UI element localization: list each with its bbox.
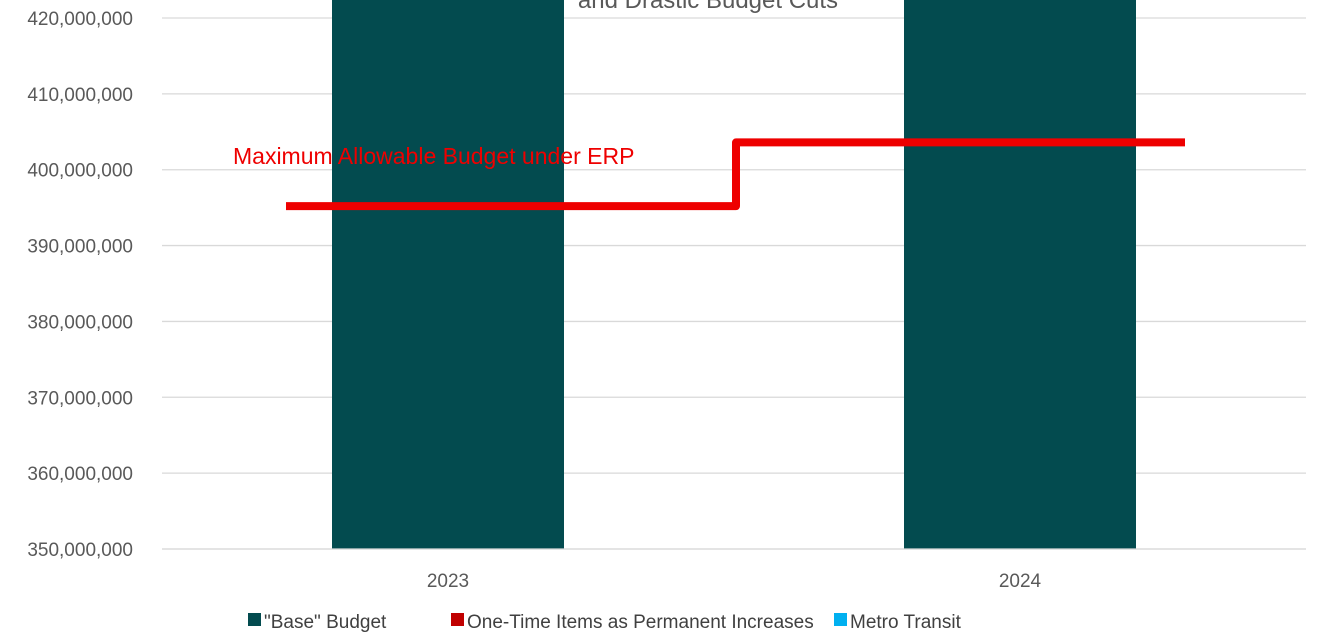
bar-segment	[332, 0, 564, 549]
bar-segment	[904, 0, 1136, 549]
x-tick-label: 2023	[427, 571, 469, 592]
y-tick-label: 370,000,000	[27, 388, 133, 409]
y-tick-label: 410,000,000	[27, 85, 133, 106]
y-tick-label: 350,000,000	[27, 540, 133, 561]
y-tick-label: 390,000,000	[27, 237, 133, 258]
legend-swatch	[451, 613, 464, 626]
y-tick-label: 420,000,000	[27, 9, 133, 30]
erp-limit-label: Maximum Allowable Budget under ERP	[233, 143, 634, 169]
annotation: Maximum Allowable Budget under ERP	[233, 138, 1185, 211]
legend-swatch	[248, 613, 261, 626]
legend-swatch	[834, 613, 847, 626]
legend: "Base" Budget One-Time Items as Permanent…	[248, 612, 962, 633]
y-tick-label: 400,000,000	[27, 161, 133, 182]
legend-entry: "Base" Budget	[264, 612, 387, 633]
chart-title: and Drastic Budget Cuts	[578, 0, 838, 14]
x-axis: 2023 2024	[162, 548, 1306, 592]
y-axis: 350,000,000 360,000,000 370,000,000 380,000…	[27, 9, 133, 561]
legend-entry: Metro Transit	[850, 612, 962, 633]
erp-limit-line	[286, 138, 1185, 211]
legend-entry: One-Time Items as Permanent Increases	[467, 612, 814, 633]
bars	[332, 0, 1136, 549]
y-tick-label: 360,000,000	[27, 464, 133, 485]
y-tick-label: 380,000,000	[27, 312, 133, 333]
x-tick-label: 2024	[999, 571, 1042, 592]
